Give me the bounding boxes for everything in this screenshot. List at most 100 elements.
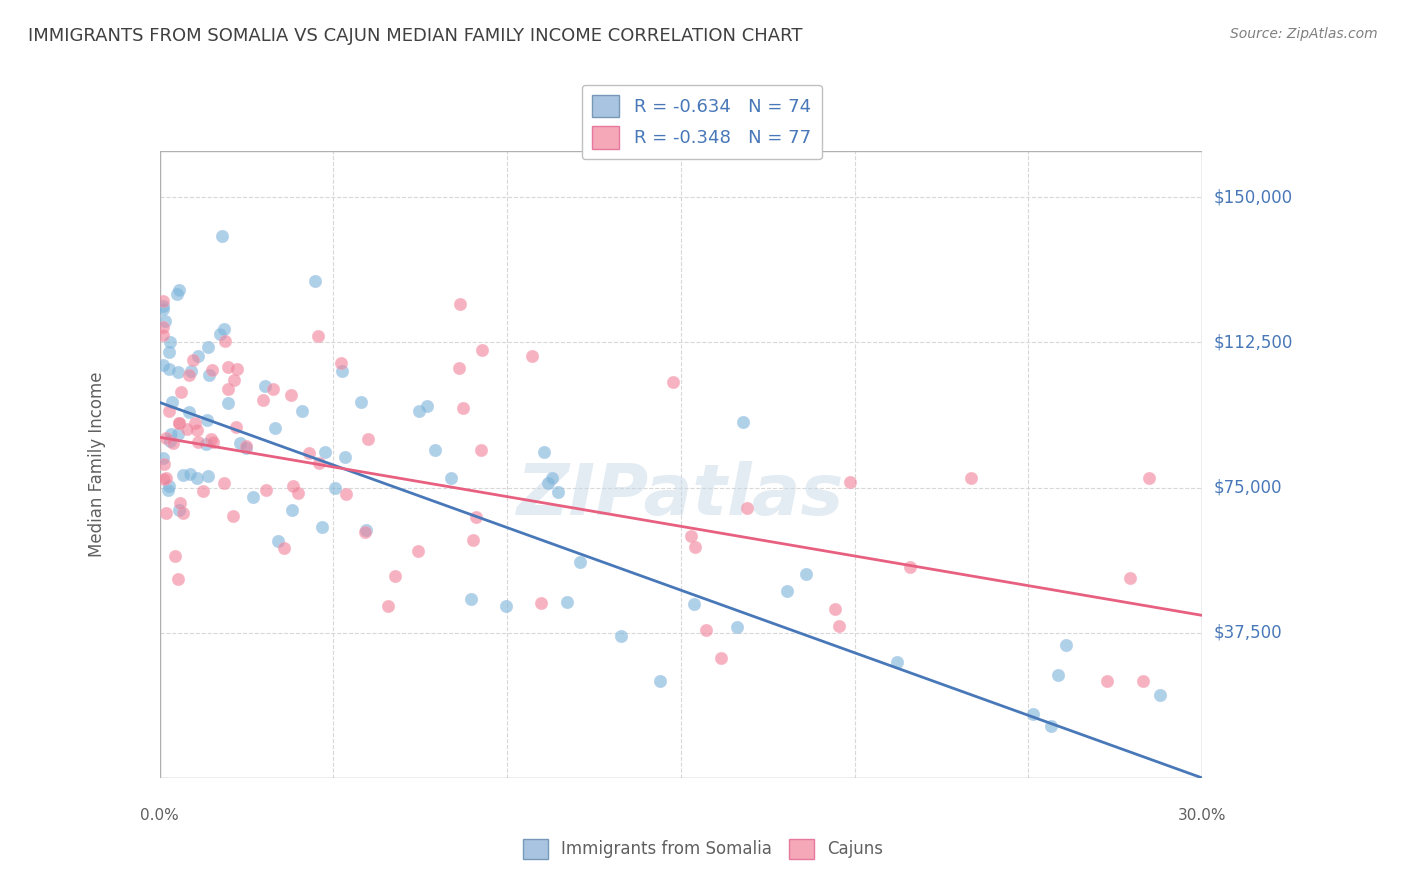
Point	[186, 471, 208, 485]
Point	[725, 620, 748, 634]
Point	[537, 476, 560, 491]
Point	[201, 435, 224, 450]
Point	[308, 456, 330, 470]
Point	[280, 503, 302, 517]
Text: Source: ZipAtlas.com: Source: ZipAtlas.com	[1230, 27, 1378, 41]
Point	[307, 328, 329, 343]
Point	[330, 356, 353, 370]
Point	[235, 439, 257, 453]
Point	[408, 404, 430, 418]
Point	[776, 584, 799, 599]
Point	[824, 602, 846, 616]
Point	[169, 416, 191, 430]
Point	[262, 382, 284, 396]
Point	[252, 392, 274, 407]
Point	[1022, 706, 1045, 721]
Point	[1132, 674, 1154, 689]
Point	[828, 618, 851, 632]
Point	[163, 549, 186, 563]
Point	[683, 540, 706, 554]
Point	[242, 491, 264, 505]
Point	[176, 422, 198, 436]
Point	[212, 322, 235, 336]
Point	[156, 483, 179, 498]
Point	[166, 287, 188, 301]
Point	[451, 401, 474, 415]
Point	[731, 415, 754, 429]
Point	[280, 388, 302, 402]
Point	[153, 472, 176, 486]
Point	[155, 431, 177, 445]
Point	[177, 368, 200, 382]
Point	[273, 541, 295, 555]
Point	[166, 572, 188, 586]
Point	[201, 363, 224, 377]
Point	[180, 364, 202, 378]
Point	[217, 360, 239, 375]
Point	[152, 358, 174, 372]
Point	[222, 509, 245, 524]
Text: 0.0%: 0.0%	[141, 808, 179, 823]
Point	[314, 445, 336, 459]
Point	[195, 437, 218, 451]
Point	[157, 345, 180, 359]
Point	[304, 274, 326, 288]
Point	[167, 502, 190, 516]
Point	[160, 426, 183, 441]
Point	[463, 533, 485, 547]
Text: $112,500: $112,500	[1213, 334, 1292, 351]
Point	[460, 592, 482, 607]
Point	[195, 413, 218, 427]
Point	[160, 394, 183, 409]
Point	[648, 673, 671, 688]
Point	[423, 443, 446, 458]
Point	[152, 294, 174, 309]
Point	[159, 362, 181, 376]
Point	[172, 506, 194, 520]
Point	[155, 506, 177, 520]
Point	[1095, 674, 1118, 689]
Point	[208, 326, 231, 341]
Point	[162, 435, 184, 450]
Point	[520, 349, 543, 363]
Point	[495, 599, 517, 613]
Point	[1047, 667, 1070, 681]
Point	[153, 314, 176, 328]
Point	[960, 471, 983, 485]
Point	[197, 340, 219, 354]
Point	[254, 483, 277, 497]
Point	[157, 404, 180, 418]
Point	[471, 343, 494, 357]
Point	[449, 360, 471, 375]
Point	[662, 376, 685, 390]
Point	[681, 529, 703, 543]
Point	[253, 379, 276, 393]
Point	[167, 416, 190, 430]
Point	[415, 399, 437, 413]
Point	[1118, 571, 1140, 585]
Point	[184, 417, 207, 431]
Point	[470, 442, 492, 457]
Point	[159, 334, 181, 349]
Point	[159, 434, 181, 448]
Point	[167, 283, 190, 297]
Point	[1054, 638, 1077, 652]
Point	[217, 396, 239, 410]
Point	[377, 599, 399, 613]
Point	[357, 432, 380, 446]
Text: $75,000: $75,000	[1213, 479, 1282, 497]
Point	[152, 319, 174, 334]
Point	[186, 423, 208, 437]
Point	[152, 327, 174, 342]
Bar	[160, 151, 1202, 778]
Point	[267, 533, 290, 548]
Text: IMMIGRANTS FROM SOMALIA VS CAJUN MEDIAN FAMILY INCOME CORRELATION CHART: IMMIGRANTS FROM SOMALIA VS CAJUN MEDIAN …	[28, 27, 803, 45]
Text: 30.0%: 30.0%	[1178, 808, 1226, 823]
Point	[464, 510, 486, 524]
Point	[212, 476, 235, 491]
Point	[187, 349, 209, 363]
Point	[311, 520, 333, 534]
Point	[440, 471, 463, 485]
Point	[155, 471, 177, 485]
Point	[263, 421, 285, 435]
